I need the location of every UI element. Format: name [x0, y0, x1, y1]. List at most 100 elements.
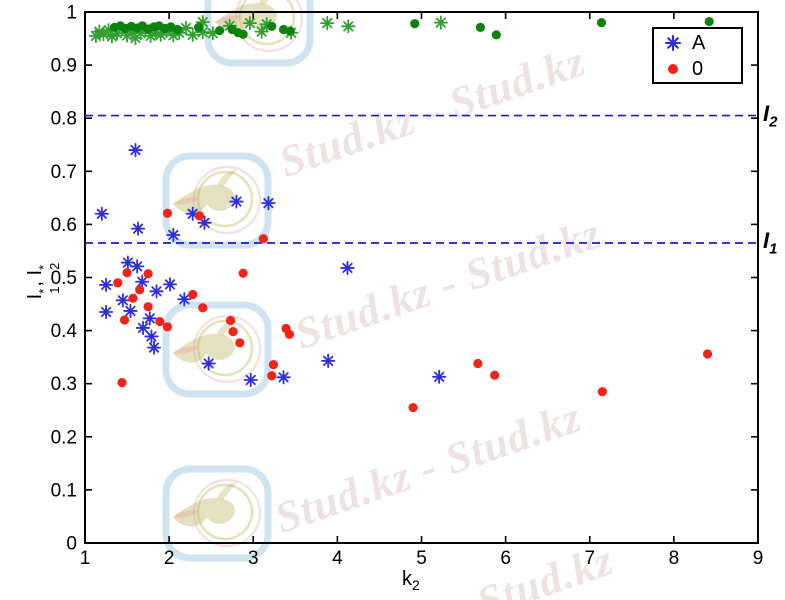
dot-marker-icon — [654, 60, 692, 78]
x-tick-label: 8 — [669, 548, 680, 569]
x-tick-label: 7 — [584, 548, 595, 569]
data-point-0 — [258, 234, 268, 244]
data-point-upper-band-dots — [596, 18, 607, 28]
data-point-upper-band-dots — [704, 16, 714, 27]
data-point-upper-band-dots — [475, 22, 485, 32]
data-point-0 — [162, 322, 173, 332]
data-point-A — [166, 227, 181, 243]
x-tick-label: 5 — [416, 548, 427, 569]
data-point-0 — [162, 208, 173, 218]
data-point-0 — [702, 349, 713, 359]
data-point-upper-band-stars — [185, 27, 200, 42]
x-tick-label: 2 — [164, 548, 175, 569]
data-point-0 — [119, 315, 130, 325]
x-tick-label: 4 — [332, 548, 343, 569]
data-point-A — [432, 369, 447, 384]
data-point-A — [123, 303, 138, 319]
y-tick-label: 0.3 — [51, 374, 77, 395]
data-point-A — [115, 293, 130, 308]
plot-frame — [84, 11, 759, 544]
y-tick-label: 1 — [66, 3, 77, 24]
data-point-A — [130, 221, 146, 236]
data-point-A — [120, 255, 136, 270]
data-point-A — [162, 277, 178, 292]
data-point-A — [146, 340, 162, 355]
data-point-upper-band-dots — [238, 29, 248, 39]
legend-entry-0: 0 — [654, 56, 741, 81]
data-point-A — [135, 320, 151, 336]
data-point-0 — [284, 329, 295, 339]
data-point-upper-band-dots — [410, 19, 420, 29]
data-point-0 — [155, 316, 165, 327]
asterisk-marker-icon — [654, 34, 692, 52]
data-point-upper-band-dots — [491, 30, 501, 40]
data-point-0 — [473, 358, 483, 369]
data-point-A — [229, 194, 244, 209]
x-tick-label: 9 — [753, 548, 764, 569]
data-point-A — [340, 260, 355, 276]
y-tick-label: 0 — [66, 534, 77, 555]
y-tick-label: 0.9 — [51, 56, 77, 77]
legend-entry-A: A — [654, 30, 741, 55]
data-point-0 — [135, 285, 145, 295]
legend-dot — [668, 63, 678, 74]
data-point-0 — [238, 268, 248, 278]
data-point-0 — [225, 315, 236, 326]
data-point-A — [130, 259, 145, 274]
data-point-0 — [188, 289, 198, 300]
x-tick-label: 1 — [80, 548, 91, 569]
y-axis-label: I * 1, I * 2 — [24, 262, 62, 300]
data-point-A — [98, 277, 114, 293]
data-point-upper-band-stars — [320, 16, 335, 31]
y-tick-label: 0.6 — [51, 215, 77, 236]
data-point-A — [321, 353, 336, 368]
data-point-0 — [408, 402, 418, 413]
data-point-upper-band-stars — [242, 16, 257, 31]
data-point-upper-band-dots — [193, 22, 204, 32]
y-tick-label: 0.7 — [51, 162, 77, 183]
x-tick-label: 6 — [500, 548, 511, 569]
data-point-A — [243, 372, 258, 388]
data-point-0 — [597, 387, 607, 397]
y-tick-label: 0.1 — [51, 480, 77, 501]
data-point-upper-band-stars — [341, 19, 356, 34]
data-point-A — [144, 329, 159, 344]
y-tick-label: 0.5 — [51, 268, 77, 289]
data-point-A — [128, 142, 143, 158]
data-point-A — [276, 370, 291, 385]
y-tick-label: 0.8 — [51, 109, 77, 130]
data-point-A — [201, 356, 216, 371]
legend-label: A — [692, 31, 706, 54]
data-point-0 — [194, 211, 205, 221]
data-point-0 — [268, 359, 279, 370]
data-point-0 — [228, 327, 238, 337]
data-point-upper-band-dots — [172, 24, 183, 35]
data-point-0 — [267, 371, 277, 381]
data-point-0 — [117, 378, 127, 388]
data-point-0 — [490, 370, 500, 380]
threshold-label-I1: I1 — [763, 227, 778, 258]
data-point-0 — [128, 293, 138, 303]
data-point-0 — [143, 269, 153, 279]
data-point-upper-band-dots — [215, 25, 225, 36]
data-point-0 — [143, 302, 153, 312]
legend-label: 0 — [692, 57, 704, 80]
data-point-upper-band-stars — [433, 15, 448, 30]
data-point-0 — [122, 268, 132, 278]
data-point-0 — [113, 278, 123, 288]
threshold-label-I2: I2 — [763, 100, 778, 130]
legend-star — [664, 34, 682, 51]
data-point-A — [261, 196, 276, 211]
data-point-0 — [198, 303, 208, 313]
x-tick-label: 3 — [248, 548, 259, 569]
data-point-upper-band-dots — [267, 21, 277, 31]
data-point-A — [149, 284, 164, 299]
data-point-A — [98, 304, 114, 320]
y-tick-label: 0.4 — [51, 321, 78, 342]
x-axis-label: k2 — [402, 568, 420, 593]
y-tick-label: 0.2 — [51, 427, 77, 448]
data-point-upper-band-dots — [285, 26, 295, 36]
